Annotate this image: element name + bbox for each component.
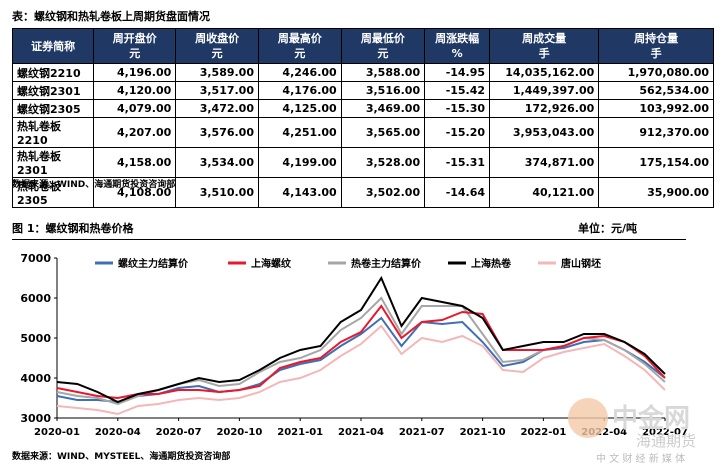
table-cell: 3,528.00 [340,147,426,178]
chart-title: 图 1：螺纹钢和热卷价格 [12,222,134,235]
watermark-logo [568,398,608,438]
table-cell: 374,871.00 [489,147,600,178]
legend-label: 上海热卷 [471,257,512,270]
table-cell: 螺纹钢2301 [11,81,95,100]
header-unit: 手 [650,47,662,60]
legend-label: 热卷主力结算价 [351,257,422,270]
x-tick-label: 2021-10 [460,427,506,438]
x-tick-label: 2021-07 [399,427,445,438]
divider [12,239,686,240]
header-name: 周最高价 [277,32,322,45]
table-cell: 4,108.00 [93,177,177,208]
header-cell: 周开盘价元 [93,28,177,64]
table-cell: 3,953,043.00 [489,117,600,148]
x-tick-label: 2021-01 [277,427,323,438]
chart-source: 数据来源：WIND、MYSTEEL、海通期货投资咨询部 [12,452,231,462]
header-unit: 元 [294,47,306,60]
table-cell: 14,035,162.00 [489,63,600,82]
table-row: 螺纹钢2305 4,079.00 3,472.00 4,125.00 3,469.00-… [11,99,714,118]
header-name: 周收盘价 [195,32,240,45]
x-tick-label: 2020-04 [95,427,141,438]
header-name: 证券简称 [31,39,76,53]
x-tick-label: 2021-04 [338,427,384,438]
table-cell: 热轧卷板2210 [11,117,95,148]
x-tick-label: 2020-01 [34,427,80,438]
series-line [56,324,666,416]
header-cell: 周最低价元 [340,28,426,64]
header-cell: 证券简称 [11,28,95,64]
table-cell: 4,199.00 [257,147,342,178]
header-cell: 周收盘价元 [175,28,259,64]
x-tick-label: 2022-01 [520,427,566,438]
table-row: 热轧卷板2305 4,108.00 3,510.00 4,143.00 3,502.00… [11,177,714,208]
table-row: 螺纹钢2210 4,196.00 3,589.00 4,246.00 3,588.00-… [11,63,714,82]
table-title: 表：螺纹钢和热轧卷板上周期货盘面情况 [12,10,210,23]
x-tick-label: 2022-04 [581,427,627,438]
header-cell: 周最高价元 [257,28,342,64]
y-tick-label: 3000 [20,412,51,425]
table-cell: 562,534.00 [598,81,714,100]
table-cell: 40,121.00 [489,177,600,208]
header-unit: 元 [377,47,389,60]
y-tick-label: 4000 [20,372,51,385]
header-name: 周持仓量 [634,32,679,45]
header-name: 周开盘价 [112,32,157,45]
table-cell: 175,154.00 [598,147,714,178]
watermark-partner: 海通期货 [636,432,697,450]
chart-unit: 单位：元/吨 [578,222,638,235]
header-unit: 元 [211,47,223,60]
table-cell: 热轧卷板2305 [11,177,95,208]
y-tick-label: 7000 [20,252,51,265]
table-cell: 4,196.00 [93,63,177,82]
table-cell: 4,120.00 [93,81,177,100]
x-tick-label: 2020-07 [156,427,202,438]
table-cell: 4,176.00 [257,81,342,100]
legend-label: 螺纹主力结算价 [118,257,189,270]
header-cell: 周持仓量手 [598,28,714,64]
table-cell: -14.64 [424,177,491,208]
header-cell: 周涨跌幅% [424,28,491,64]
table-cell: 4,251.00 [257,117,342,148]
header-unit: % [451,47,463,60]
table-cell: 3,502.00 [340,177,426,208]
y-tick-label: 6000 [20,292,51,305]
table-source: 数据来源：WIND、海通期货投资咨询部 [12,180,176,190]
x-tick-label: 2020-10 [216,427,262,438]
watermark-tagline: 中 文 财 经 新 媒 体 [596,454,686,465]
table-cell: 4,143.00 [257,177,342,208]
header-row: 证券简称 周开盘价元周收盘价元周最高价元周最低价元周涨跌幅% 周成交量手周持仓量手 [11,28,714,64]
table-cell: -15.30 [424,99,491,118]
header-name: 周涨跌幅 [435,32,480,45]
table-cell: 172,926.00 [489,99,600,118]
header-name: 周最低价 [360,32,405,45]
header-cell: 周成交量手 [489,28,600,64]
data-table: 证券简称 周开盘价元周收盘价元周最高价元周最低价元周涨跌幅% 周成交量手周持仓量手 … [11,28,714,208]
table-cell: 3,510.00 [175,177,259,208]
series-line [56,304,666,400]
legend-label: 上海螺纹 [251,257,292,270]
header-name: 周成交量 [522,32,567,45]
header-unit: 元 [129,47,141,60]
series-line [56,275,666,404]
table-cell: 4,079.00 [93,99,177,118]
table-cell: 热轧卷板2301 [11,147,95,178]
table-cell: 35,900.00 [598,177,714,208]
table-row: 热轧卷板2301 4,158.00 3,534.00 4,199.00 3,528.00… [11,147,714,178]
header-unit: 手 [538,47,550,60]
table-cell: 4,207.00 [93,117,177,148]
x-tick-label: 2022-07 [642,427,688,438]
legend-label: 唐山钢坯 [561,257,601,270]
y-tick-label: 5000 [20,332,51,345]
watermark-brand: 中金网 [612,404,691,434]
